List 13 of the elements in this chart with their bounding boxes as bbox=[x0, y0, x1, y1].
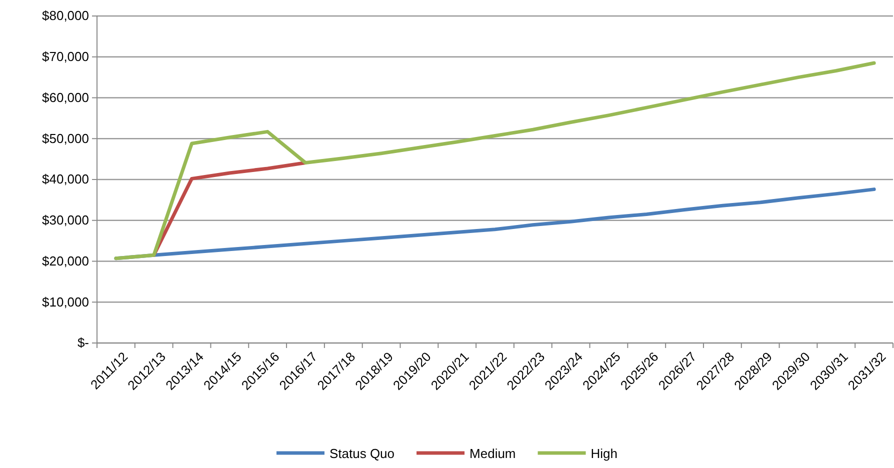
legend-label: Status Quo bbox=[329, 446, 395, 461]
y-tick-label: $60,000 bbox=[42, 90, 89, 105]
legend-label: Medium bbox=[470, 446, 516, 461]
y-tick-label: $40,000 bbox=[42, 172, 89, 187]
line-series bbox=[114, 61, 876, 260]
y-tick-label: $20,000 bbox=[42, 253, 89, 268]
y-tick-label: $10,000 bbox=[42, 294, 89, 310]
legend-label: High bbox=[590, 446, 618, 461]
y-tick-label: $70,000 bbox=[42, 49, 89, 64]
y-tick-label: $50,000 bbox=[42, 130, 89, 146]
y-tick-label: $- bbox=[77, 335, 89, 350]
y-tick-label: $80,000 bbox=[42, 8, 89, 24]
y-tick-label: $30,000 bbox=[42, 212, 89, 228]
